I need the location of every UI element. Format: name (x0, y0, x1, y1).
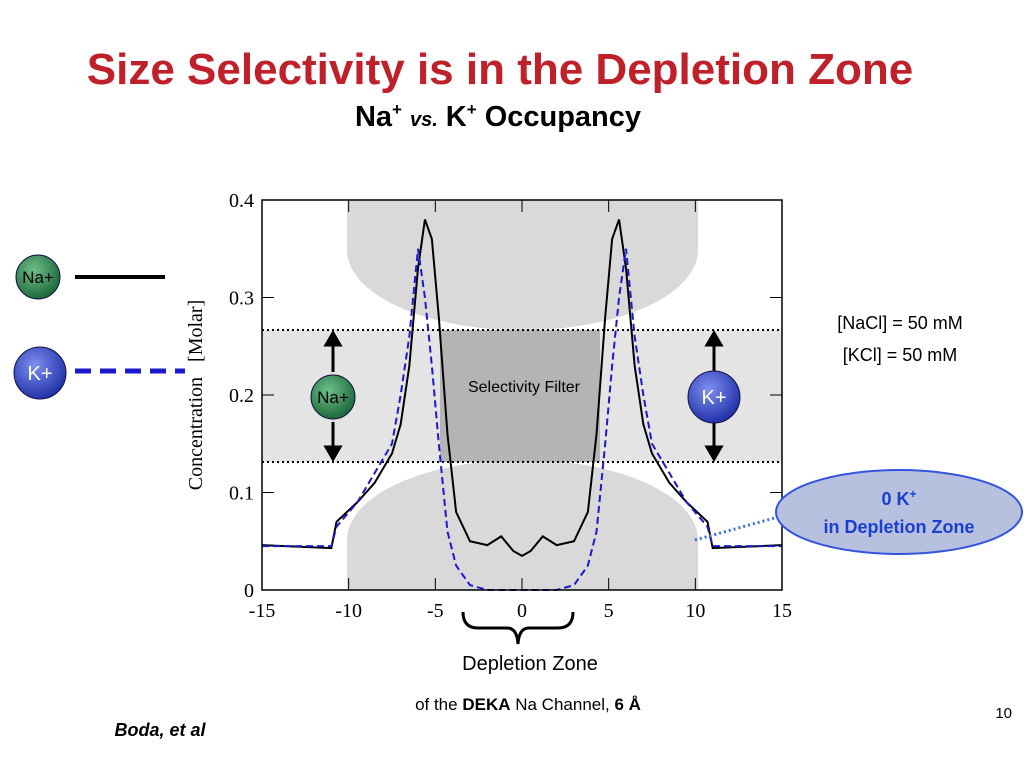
filter (440, 330, 600, 462)
callout-part: 0 K (881, 489, 909, 509)
subtitle-part: + (392, 100, 402, 119)
legend-label: K+ (27, 363, 52, 385)
k-ball-label: K+ (701, 387, 726, 409)
filter-label: Selectivity Filter (468, 379, 581, 396)
x-tick-label: 10 (685, 600, 705, 622)
k-ball (687, 370, 741, 424)
y-tick-label: 0.3 (229, 288, 254, 310)
subtitle-part: Na (355, 101, 393, 133)
subtitle-part: + (467, 100, 477, 119)
x-tick-label: 5 (604, 600, 614, 622)
y-axis-label: Concentration [Molar] (185, 300, 207, 491)
legend-k-ball (13, 346, 67, 400)
y-tick-label: 0.4 (229, 190, 254, 212)
x-tick-label: -15 (249, 600, 276, 622)
channel-part: Na Channel, (511, 695, 615, 714)
na-ball (310, 374, 356, 420)
callout-text: in Depletion Zone (824, 517, 975, 537)
channel-part: 6 Å (614, 695, 640, 714)
subtitle: Na+ vs. K+ Occupancy (355, 100, 641, 133)
wall-top (347, 200, 698, 331)
legend-na-ball (15, 254, 61, 300)
author: Boda, et al (114, 720, 206, 740)
arrows (323, 330, 724, 462)
callout-part: + (910, 487, 917, 501)
y-tick-label: 0 (244, 580, 254, 602)
na-ball-label: Na+ (317, 388, 349, 407)
channel-part: of the (415, 695, 462, 714)
wall-bottom (347, 459, 698, 590)
page-number: 10 (995, 705, 1012, 722)
channel-label: of the DEKA Na Channel, 6 Å (415, 695, 641, 714)
annotation: [NaCl] = 50 mM (837, 313, 963, 333)
zone-label: Depletion Zone (462, 653, 598, 675)
callout-pointer (694, 515, 779, 542)
legend-label: Na+ (22, 268, 54, 287)
subtitle-part: K (446, 101, 467, 133)
title: Size Selectivity is in the Depletion Zon… (87, 45, 913, 94)
subtitle-part: vs. (410, 109, 438, 131)
x-tick-label: -5 (427, 600, 444, 622)
x-tick-label: -10 (335, 600, 362, 622)
callout (775, 469, 1023, 555)
callout-text: 0 K+ (881, 487, 916, 509)
subtitle-part: Occupancy (485, 101, 641, 133)
y-tick-label: 0.2 (229, 385, 254, 407)
channel-part: DEKA (462, 695, 510, 714)
x-tick-label: 0 (517, 600, 527, 622)
brace (461, 611, 575, 645)
y-tick-label: 0.1 (229, 483, 254, 505)
series-line (261, 219, 783, 558)
annotation: [KCl] = 50 mM (843, 345, 958, 365)
x-tick-label: 15 (772, 600, 792, 622)
